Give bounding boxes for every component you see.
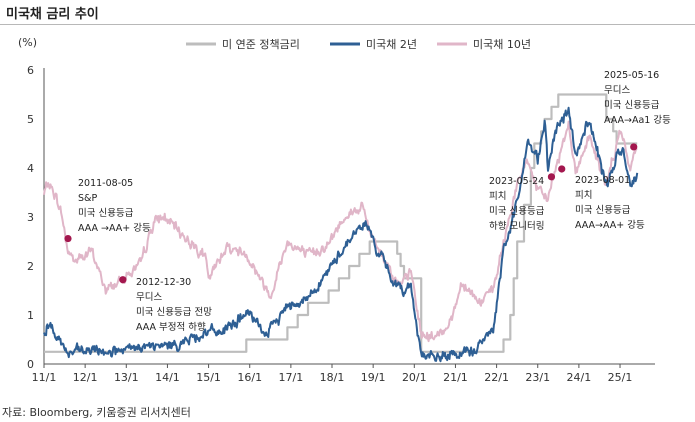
annotation-marker — [558, 165, 566, 173]
x-tick-label: 22/1 — [484, 371, 509, 384]
x-tick-label: 13/1 — [114, 371, 139, 384]
annotation-text-line: 무디스 — [136, 292, 162, 303]
title-divider — [0, 24, 695, 25]
annotation-text-line: 미국 신용등급 — [78, 208, 134, 219]
series-2y-treasury-line — [43, 106, 639, 363]
annotation-text-line: 2023-05-24 — [489, 176, 544, 187]
annotation-text-line: 미국 신용등급 전망 — [136, 307, 212, 318]
annotation-text-line: 2023-08-01 — [575, 175, 630, 186]
x-tick-label: 11/1 — [32, 371, 57, 384]
axes: (%) 0 1 2 3 4 5 6 11/1 12/1 13/1 14/1 15/1 16/1 17/1 18… — [18, 36, 655, 384]
series-policy-rate-line — [44, 93, 638, 353]
legend-entry: 미국채 10년 — [473, 38, 531, 51]
annotation-text-line: 피치 — [489, 190, 506, 202]
x-tick-label: 15/1 — [196, 371, 221, 384]
x-tick-label: 25/1 — [608, 371, 633, 384]
annotation-text-line: AAA→Aa1 강등 — [604, 115, 671, 126]
annotation-text-line: 미국 신용등급 — [489, 206, 545, 217]
y-tick-label: 4 — [27, 162, 34, 175]
x-tick-label: 20/1 — [402, 371, 427, 384]
legend: 미 연준 정책금리 미국채 2년 미국채 10년 — [186, 38, 531, 51]
legend-entry: 미 연준 정책금리 — [222, 38, 300, 51]
annotation-text-line: S&P — [78, 193, 97, 204]
x-tick-label: 17/1 — [279, 371, 304, 384]
annotation-text-line: 2011-08-05 — [78, 178, 133, 189]
y-tick-label: 1 — [27, 309, 34, 322]
annotation-text-line: 미국 신용등급 — [604, 100, 660, 111]
annotation-text-line: 피치 — [575, 189, 592, 201]
rate-trend-chart: (%) 0 1 2 3 4 5 6 11/1 12/1 13/1 14/1 15/1 16/1 17/1 18… — [18, 36, 671, 384]
annotation-text-line: 미국 신용등급 — [575, 205, 631, 216]
chart-title: 미국채 금리 추이 — [6, 7, 99, 22]
annotation-text-line: 2012-12-30 — [136, 277, 191, 288]
annotation-text-line: 하향 모니터링 — [489, 220, 544, 232]
x-tick-label: 16/1 — [237, 371, 262, 384]
annotation-text-line: AAA→AA+ 강등 — [575, 220, 645, 231]
annotation-marker — [64, 234, 72, 243]
x-tick-label: 14/1 — [155, 371, 180, 384]
annotation-marker — [547, 173, 556, 181]
x-tick-label: 21/1 — [443, 371, 468, 384]
annotation-marker — [630, 143, 638, 151]
y-tick-label: 2 — [27, 260, 34, 273]
y-tick-label: 5 — [27, 113, 34, 126]
annotation-marker — [119, 276, 127, 284]
y-tick-label: 6 — [27, 64, 34, 77]
x-tick-label: 24/1 — [567, 371, 592, 384]
x-tick-label: 18/1 — [320, 371, 345, 384]
x-tick-label: 12/1 — [73, 371, 98, 384]
annotations: 2011-08-05 S&P 미국 신용등급 AAA →AA+ 강등 2012-12-3… — [64, 70, 671, 333]
annotation-text-line: 2025-05-16 — [604, 70, 659, 81]
y-axis-unit-label: (%) — [18, 36, 37, 49]
annotation-text-line: 무디스 — [604, 85, 630, 96]
y-tick-label: 3 — [27, 211, 34, 224]
source-note: 자료: Bloomberg, 키움증권 리서치센터 — [2, 406, 191, 419]
x-tick-label: 23/1 — [525, 371, 550, 384]
series-10y-treasury-line — [43, 120, 638, 343]
series-lines — [43, 93, 639, 363]
legend-entry: 미국채 2년 — [366, 38, 417, 51]
x-tick-label: 19/1 — [361, 371, 386, 384]
y-tick-label: 0 — [27, 358, 34, 371]
annotation-text-line: AAA →AA+ 강등 — [78, 223, 151, 234]
annotation-text-line: AAA 부정적 하향 — [136, 321, 206, 333]
